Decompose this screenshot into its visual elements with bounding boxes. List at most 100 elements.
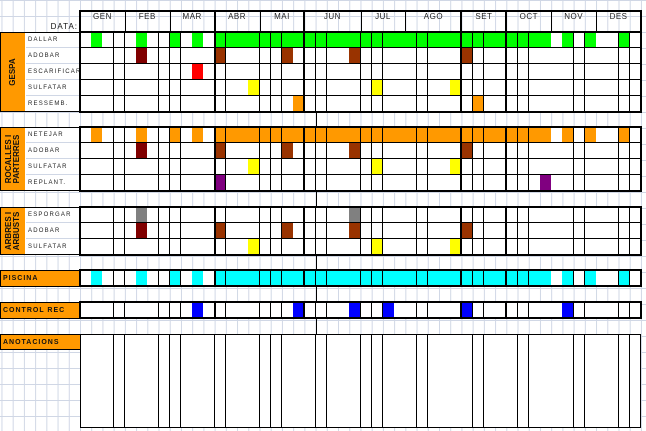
gespa-dallar-cell[interactable] xyxy=(551,32,563,48)
notes-column[interactable] xyxy=(562,334,575,428)
rocalles-netejar-cell[interactable] xyxy=(562,127,575,143)
notes-column[interactable] xyxy=(158,334,171,428)
notes-column[interactable] xyxy=(573,334,586,428)
gespa-escarificar-cell[interactable] xyxy=(304,64,317,80)
notes-column[interactable] xyxy=(113,334,126,428)
piscina-cell[interactable] xyxy=(326,270,339,286)
rocalles-sulfatar-cell[interactable] xyxy=(136,159,148,175)
notes-column[interactable] xyxy=(326,334,339,428)
gespa-sulfatar-cell[interactable] xyxy=(315,80,328,96)
rocalles-sulfatar-cell[interactable] xyxy=(405,159,418,175)
gespa-ressemb-cell[interactable] xyxy=(304,96,317,112)
arbres-esporgar-cell[interactable] xyxy=(551,207,563,223)
arbres-esporgar-cell[interactable] xyxy=(214,207,227,223)
arbres-adobar-cell[interactable] xyxy=(394,223,406,239)
gespa-adobar-cell[interactable] xyxy=(169,48,182,64)
arbres-esporgar-cell[interactable] xyxy=(584,207,597,223)
gespa-ressemb-cell[interactable] xyxy=(169,96,182,112)
gespa-ressemb-cell[interactable] xyxy=(427,96,440,112)
gespa-adobar-cell[interactable] xyxy=(192,48,204,64)
gespa-sulfatar-cell[interactable] xyxy=(225,80,238,96)
piscina-cell[interactable] xyxy=(113,270,126,286)
arbres-esporgar-cell[interactable] xyxy=(596,207,608,223)
arbres-esporgar-cell[interactable] xyxy=(461,207,474,223)
gespa-ressemb-cell[interactable] xyxy=(326,96,339,112)
gespa-sulfatar-cell[interactable] xyxy=(237,80,249,96)
rocalles-adobar-cell[interactable] xyxy=(562,143,575,159)
arbres-sulfatar-cell[interactable] xyxy=(540,239,552,255)
control-rec-cell[interactable] xyxy=(596,302,608,318)
arbres-esporgar-cell[interactable] xyxy=(540,207,552,223)
piscina-cell[interactable] xyxy=(91,270,103,286)
rocalles-netejar-cell[interactable] xyxy=(394,127,406,143)
piscina-cell[interactable] xyxy=(528,270,541,286)
gespa-sulfatar-cell[interactable] xyxy=(147,80,160,96)
gespa-escarificar-cell[interactable] xyxy=(472,64,485,80)
gespa-escarificar-cell[interactable] xyxy=(517,64,530,80)
rocalles-replant-cell[interactable] xyxy=(338,175,350,191)
notes-column[interactable] xyxy=(169,334,182,428)
piscina-cell[interactable] xyxy=(248,270,261,286)
rocalles-sulfatar-cell[interactable] xyxy=(158,159,171,175)
gespa-adobar-cell[interactable] xyxy=(371,48,384,64)
control-rec-cell[interactable] xyxy=(439,302,451,318)
control-rec-cell[interactable] xyxy=(517,302,530,318)
arbres-adobar-cell[interactable] xyxy=(472,223,485,239)
rocalles-sulfatar-cell[interactable] xyxy=(225,159,238,175)
control-rec-cell[interactable] xyxy=(573,302,586,318)
gespa-dallar-cell[interactable] xyxy=(607,32,620,48)
control-rec-cell[interactable] xyxy=(405,302,418,318)
rocalles-sulfatar-cell[interactable] xyxy=(584,159,597,175)
gespa-adobar-cell[interactable] xyxy=(281,48,294,64)
gespa-ressemb-cell[interactable] xyxy=(573,96,586,112)
arbres-adobar-cell[interactable] xyxy=(528,223,541,239)
rocalles-replant-cell[interactable] xyxy=(596,175,608,191)
gespa-adobar-cell[interactable] xyxy=(439,48,451,64)
rocalles-netejar-cell[interactable] xyxy=(360,127,373,143)
piscina-cell[interactable] xyxy=(483,270,496,286)
rocalles-adobar-cell[interactable] xyxy=(596,143,608,159)
arbres-esporgar-cell[interactable] xyxy=(248,207,261,223)
gespa-ressemb-cell[interactable] xyxy=(214,96,227,112)
arbres-sulfatar-cell[interactable] xyxy=(270,239,283,255)
rocalles-replant-cell[interactable] xyxy=(506,175,519,191)
rocalles-netejar-cell[interactable] xyxy=(214,127,227,143)
notes-column[interactable] xyxy=(180,334,193,428)
arbres-sulfatar-cell[interactable] xyxy=(517,239,530,255)
rocalles-replant-cell[interactable] xyxy=(416,175,429,191)
arbres-adobar-cell[interactable] xyxy=(562,223,575,239)
gespa-dallar-cell[interactable] xyxy=(371,32,384,48)
rocalles-netejar-cell[interactable] xyxy=(304,127,317,143)
piscina-cell[interactable] xyxy=(124,270,137,286)
rocalles-replant-cell[interactable] xyxy=(192,175,204,191)
rocalles-sulfatar-cell[interactable] xyxy=(281,159,294,175)
piscina-cell[interactable] xyxy=(270,270,283,286)
arbres-esporgar-cell[interactable] xyxy=(259,207,272,223)
arbres-esporgar-cell[interactable] xyxy=(573,207,586,223)
arbres-sulfatar-cell[interactable] xyxy=(506,239,519,255)
gespa-ressemb-cell[interactable] xyxy=(281,96,294,112)
rocalles-sulfatar-cell[interactable] xyxy=(124,159,137,175)
arbres-adobar-cell[interactable] xyxy=(304,223,317,239)
gespa-escarificar-cell[interactable] xyxy=(326,64,339,80)
control-rec-cell[interactable] xyxy=(416,302,429,318)
rocalles-netejar-cell[interactable] xyxy=(528,127,541,143)
arbres-sulfatar-cell[interactable] xyxy=(147,239,160,255)
rocalles-sulfatar-cell[interactable] xyxy=(439,159,451,175)
gespa-dallar-cell[interactable] xyxy=(338,32,350,48)
gespa-dallar-cell[interactable] xyxy=(180,32,193,48)
gespa-sulfatar-cell[interactable] xyxy=(382,80,395,96)
gespa-sulfatar-cell[interactable] xyxy=(371,80,384,96)
rocalles-adobar-cell[interactable] xyxy=(483,143,496,159)
gespa-adobar-cell[interactable] xyxy=(248,48,261,64)
rocalles-netejar-cell[interactable] xyxy=(113,127,126,143)
rocalles-netejar-cell[interactable] xyxy=(382,127,395,143)
gespa-ressemb-cell[interactable] xyxy=(180,96,193,112)
gespa-ressemb-cell[interactable] xyxy=(528,96,541,112)
rocalles-sulfatar-cell[interactable] xyxy=(528,159,541,175)
arbres-adobar-cell[interactable] xyxy=(439,223,451,239)
rocalles-adobar-cell[interactable] xyxy=(304,143,317,159)
gespa-adobar-cell[interactable] xyxy=(394,48,406,64)
piscina-cell[interactable] xyxy=(382,270,395,286)
rocalles-sulfatar-cell[interactable] xyxy=(91,159,103,175)
